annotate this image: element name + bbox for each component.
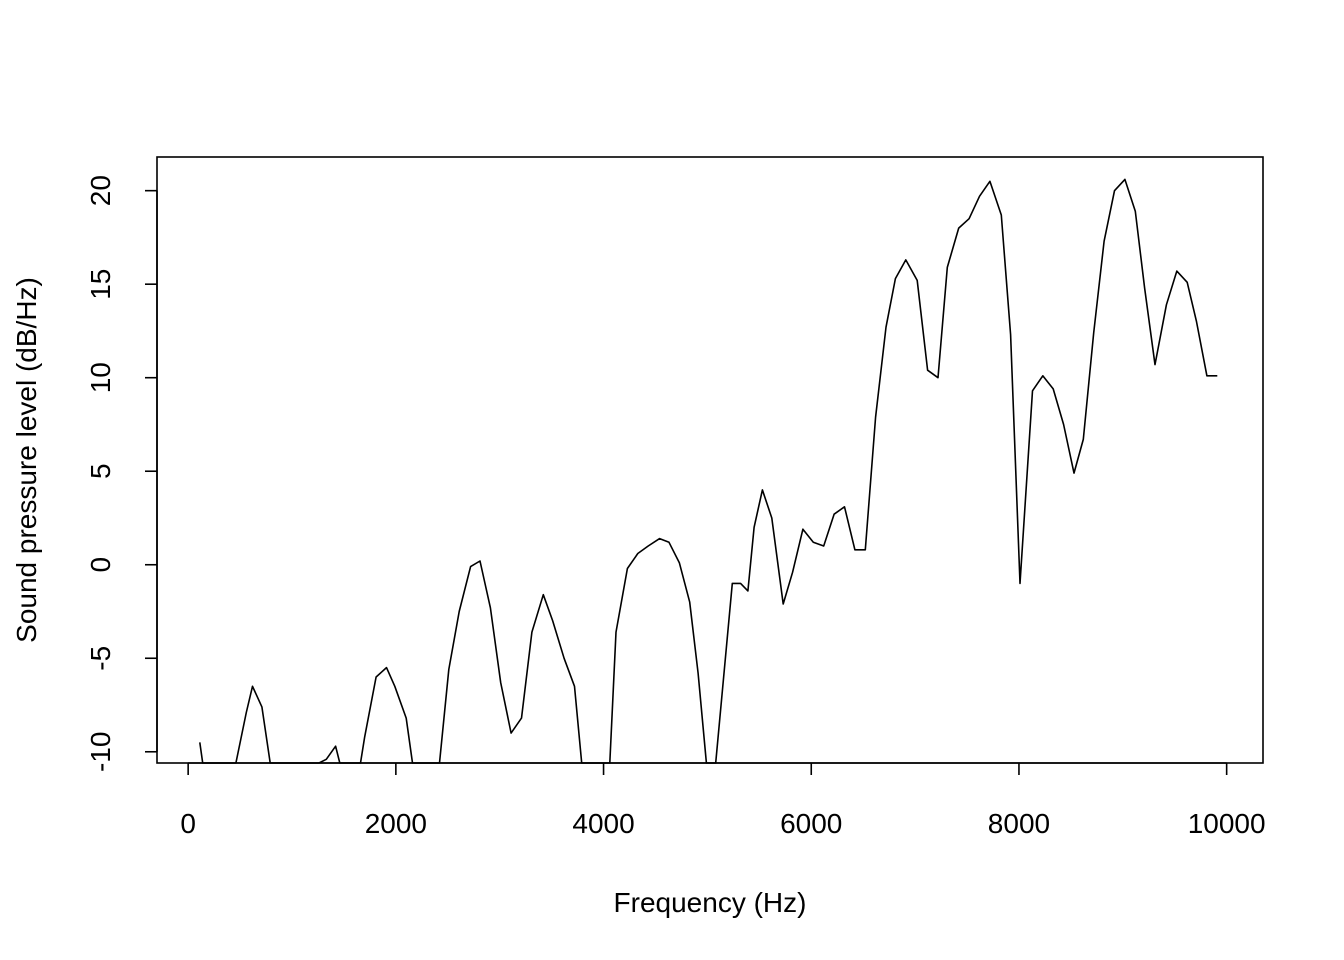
x-axis: 0 2000 4000 6000 8000 10000: [180, 762, 1266, 839]
y-tick-label: 20: [85, 175, 116, 206]
y-axis: -10 -5 0 5 10 15 20: [85, 175, 158, 772]
y-tick-label: 5: [85, 463, 116, 479]
x-tick-label: 6000: [780, 808, 842, 839]
y-axis-label: Sound pressure level (dB/Hz): [11, 277, 42, 643]
y-tick-label: 10: [85, 362, 116, 393]
x-tick-label: 2000: [365, 808, 427, 839]
y-tick-label: -10: [85, 732, 116, 772]
plot-frame: [156, 156, 1264, 764]
x-tick-label: 4000: [572, 808, 634, 839]
y-tick-label: -5: [85, 646, 116, 671]
x-axis-label: Frequency (Hz): [614, 887, 807, 918]
x-tick-label: 0: [180, 808, 196, 839]
y-tick-label: 15: [85, 269, 116, 300]
y-tick-label: 0: [85, 557, 116, 573]
x-tick-label: 10000: [1188, 808, 1266, 839]
x-tick-label: 8000: [988, 808, 1050, 839]
spectrum-series-line: [199, 178, 1218, 764]
